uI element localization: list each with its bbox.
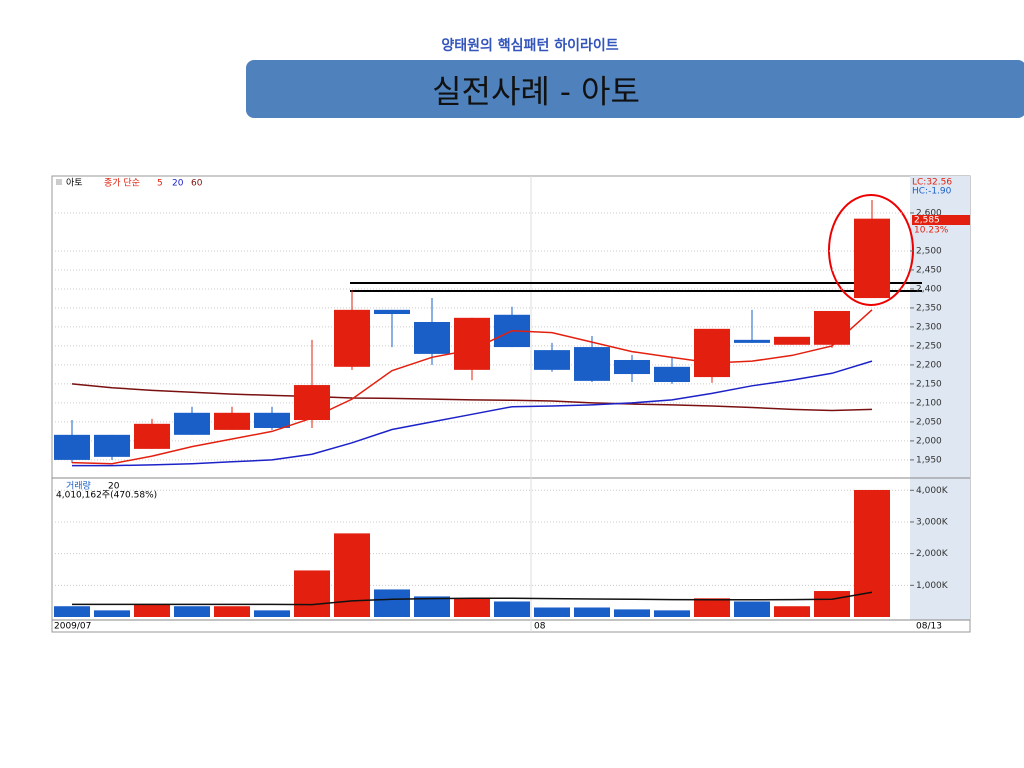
slide-subtitle: 양태원의 핵심패턴 하이라이트 — [441, 37, 618, 54]
volume-bar — [454, 598, 490, 617]
y-tick-label: 2,400 — [916, 284, 942, 294]
candle-body — [54, 434, 90, 460]
candle-body — [134, 423, 170, 449]
x-tick-label: 2009/07 — [54, 622, 91, 632]
volume-bar — [694, 598, 730, 617]
change-label: 10.23% — [914, 226, 949, 236]
date-label: 08/13 — [916, 622, 942, 632]
title-banner — [246, 60, 1024, 118]
y-tick-label: 2,050 — [916, 417, 942, 427]
y-tick-label: 2,350 — [916, 303, 942, 313]
legend-entry: 5 — [157, 179, 163, 189]
candle-body — [214, 412, 250, 430]
candle-body — [334, 309, 370, 367]
candle-body — [574, 347, 610, 381]
y-tick-label: 2,100 — [916, 398, 942, 408]
candle-body — [294, 385, 330, 421]
candle-body — [814, 310, 850, 345]
legend-label: 종가 단순 — [104, 178, 140, 189]
candle-body — [174, 412, 210, 435]
candle-body — [694, 328, 730, 378]
y-tick-label: 2,000K — [916, 549, 949, 559]
ma-line — [72, 591, 873, 606]
ma-line — [71, 309, 873, 465]
volume-bar — [374, 589, 410, 617]
y-tick-label: 3,000K — [916, 517, 949, 527]
volume-bar — [214, 606, 250, 617]
x-tick-label: 08 — [534, 622, 546, 632]
volume-bar — [734, 601, 770, 617]
volume-bar — [614, 609, 650, 617]
candle-body — [534, 350, 570, 370]
legend-entry: 60 — [191, 179, 203, 189]
candle-body — [254, 412, 290, 428]
candle-body — [94, 434, 130, 457]
volume-bar — [414, 596, 450, 617]
price-tag — [912, 215, 970, 225]
legend-entry: 20 — [172, 179, 184, 189]
y-tick-label: 2,500 — [916, 246, 942, 256]
y-tick-label: 2,300 — [916, 322, 942, 332]
volume-bar — [494, 601, 530, 617]
lc-label: LC:32.56 — [912, 178, 952, 188]
volume-bar — [814, 591, 850, 617]
candle-body — [374, 309, 410, 315]
candle-body — [774, 336, 810, 345]
highlight-circle — [828, 194, 914, 306]
ma-line — [72, 360, 873, 467]
volume-bar — [134, 604, 170, 617]
volume-bar — [54, 606, 90, 617]
volume-title: 거래량 — [66, 480, 91, 492]
legend-icon — [56, 179, 62, 185]
volume-bar — [174, 606, 210, 617]
volume-bar — [534, 607, 570, 617]
volume-bar — [254, 610, 290, 617]
volume-legend: 20 — [108, 482, 120, 492]
hc-label: HC:-1.90 — [912, 187, 952, 197]
y-tick-label: 4,000K — [916, 486, 949, 496]
price-axis-panel — [910, 176, 970, 620]
volume-bar — [334, 533, 370, 617]
candle-body — [614, 359, 650, 375]
volume-bar — [854, 489, 890, 617]
candle-body — [854, 218, 890, 299]
candle-body — [654, 366, 690, 383]
volume-bar — [574, 607, 610, 617]
chart-frame — [51, 175, 971, 633]
last-close-label: 2,585 — [914, 216, 940, 226]
y-tick-label: 2,000 — [916, 436, 942, 446]
volume-bar — [774, 606, 810, 617]
ma-line — [71, 383, 873, 412]
y-tick-label: 2,450 — [916, 265, 942, 275]
y-tick-label: 1,950 — [916, 455, 942, 465]
stock-name: 아토 — [66, 178, 83, 189]
volume-bar — [94, 610, 130, 617]
y-tick-label: 2,150 — [916, 379, 942, 389]
volume-bar — [294, 570, 330, 617]
y-tick-label: 1,000K — [916, 581, 949, 591]
slide-title: 실전사례 - 아토 — [432, 73, 640, 111]
plot: 1,950 2,000 2,050 2,100 2,150 2,200 2,250 2,300… — [52, 200, 949, 632]
volume-annotation: 4,010,162주(470.58%) — [56, 490, 157, 501]
candle-body — [414, 321, 450, 354]
volume-bar — [654, 610, 690, 617]
y-tick-label: 2,600 — [916, 208, 942, 218]
candle-body — [734, 339, 770, 343]
y-tick-label: 2,200 — [916, 360, 942, 370]
y-tick-label: 2,250 — [916, 341, 942, 351]
